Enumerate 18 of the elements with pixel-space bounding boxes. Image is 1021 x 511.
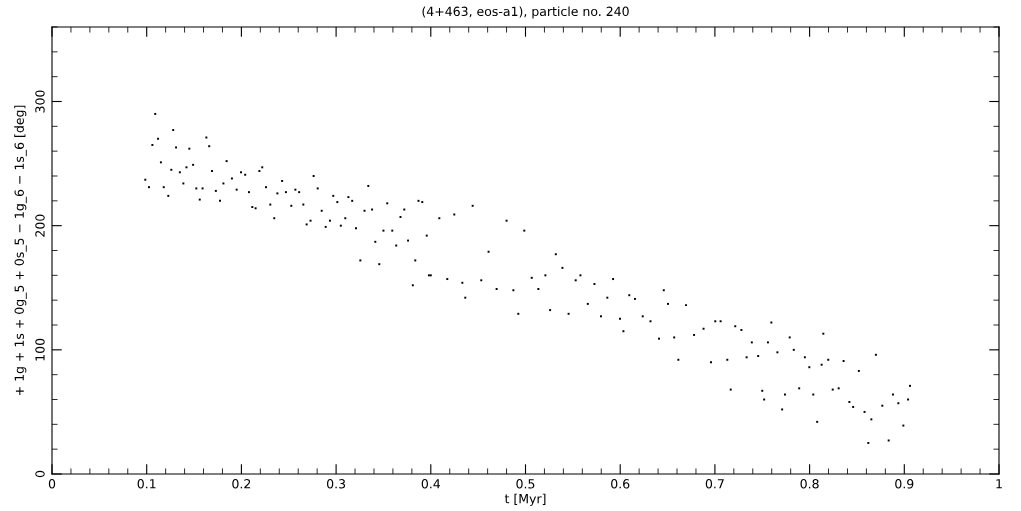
chart-title: (4+463, eos-a1), particle no. 240: [422, 6, 629, 19]
x-tick-label: 1: [996, 479, 1002, 489]
x-tick-label: 0.1: [137, 479, 156, 489]
x-tick-label: 0.9: [895, 479, 914, 489]
y-tick-label: 100: [35, 338, 45, 361]
x-tick-label: 0.8: [800, 479, 819, 489]
y-axis-title: + 1g + 1s + 0g_5 + 0s_5 − 1g_6 − 1s_6 [deg]: [14, 105, 27, 396]
y-tick-label: 200: [35, 214, 45, 237]
x-tick-label: 0.3: [326, 479, 346, 489]
x-tick-label: 0: [48, 479, 56, 489]
y-tick-label: 0: [35, 470, 45, 478]
y-tick-label: 300: [35, 90, 45, 113]
x-tick-label: 0.2: [232, 479, 251, 489]
x-tick-label: 0.4: [421, 479, 441, 489]
x-tick-label: 0.7: [705, 479, 724, 489]
x-axis-title: t [Myr]: [504, 493, 546, 506]
x-tick-label: 0.5: [516, 479, 535, 489]
x-tick-label: 0.6: [611, 479, 630, 489]
